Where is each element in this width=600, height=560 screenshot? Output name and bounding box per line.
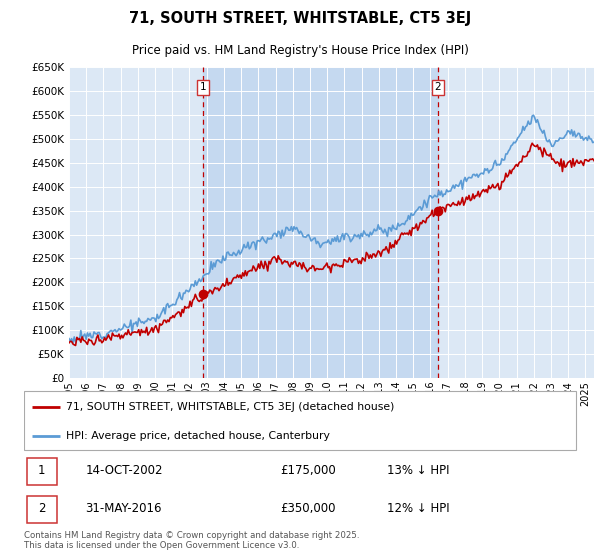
- Text: 1: 1: [200, 82, 206, 92]
- FancyBboxPatch shape: [27, 458, 58, 486]
- Text: 2: 2: [434, 82, 441, 92]
- Text: HPI: Average price, detached house, Canterbury: HPI: Average price, detached house, Cant…: [66, 431, 330, 441]
- Text: 2: 2: [38, 502, 46, 515]
- Text: 12% ↓ HPI: 12% ↓ HPI: [387, 502, 449, 515]
- Text: 13% ↓ HPI: 13% ↓ HPI: [387, 464, 449, 477]
- Text: £350,000: £350,000: [281, 502, 336, 515]
- Text: 1: 1: [38, 464, 46, 477]
- FancyBboxPatch shape: [24, 391, 577, 450]
- FancyBboxPatch shape: [27, 496, 58, 523]
- Text: 71, SOUTH STREET, WHITSTABLE, CT5 3EJ: 71, SOUTH STREET, WHITSTABLE, CT5 3EJ: [129, 11, 471, 26]
- Text: £175,000: £175,000: [281, 464, 337, 477]
- Text: 14-OCT-2002: 14-OCT-2002: [85, 464, 163, 477]
- Bar: [203, 67, 438, 378]
- Text: Contains HM Land Registry data © Crown copyright and database right 2025.
This d: Contains HM Land Registry data © Crown c…: [24, 531, 359, 550]
- Text: 71, SOUTH STREET, WHITSTABLE, CT5 3EJ (detached house): 71, SOUTH STREET, WHITSTABLE, CT5 3EJ (d…: [66, 402, 394, 412]
- Text: Price paid vs. HM Land Registry's House Price Index (HPI): Price paid vs. HM Land Registry's House …: [131, 44, 469, 57]
- Text: 31-MAY-2016: 31-MAY-2016: [85, 502, 162, 515]
